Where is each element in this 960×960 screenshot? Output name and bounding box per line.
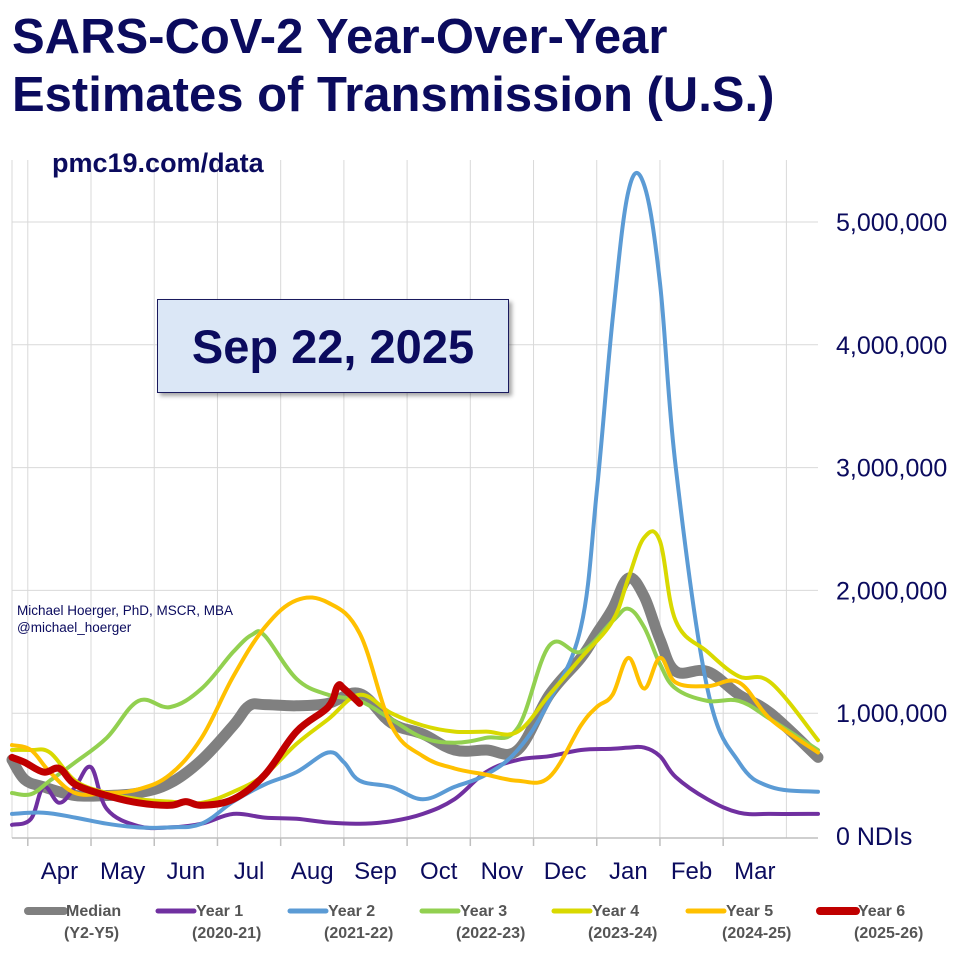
legend-label-period: (2024-25) <box>722 925 791 942</box>
y-axis-ticks: 0 NDIs 1,000,000 2,000,000 3,000,000 4,000,0… <box>836 209 947 851</box>
chart-title-line-1: SARS-CoV-2 Year-Over-Year <box>12 10 668 64</box>
series-line-year-6 <box>8 681 364 809</box>
x-axis-ticks: Apr May Jun Jul Aug Sep Oct Nov Dec Jan Feb Mar <box>27 838 775 885</box>
x-tick-label: May <box>100 858 145 885</box>
date-box: Sep 22, 2025 <box>157 299 509 393</box>
legend-label-period: (Y2-Y5) <box>64 925 119 942</box>
series-line-year-3 <box>10 606 820 798</box>
legend-label-period: (2021-22) <box>324 925 393 942</box>
x-tick-label: Aug <box>291 858 334 885</box>
legend: Median (Y2-Y5) Year 1 (2020-21) Year 2 (2021-… <box>24 903 923 942</box>
legend-label-name: Year 4 <box>592 903 639 920</box>
author-handle: @michael_hoerger <box>17 620 132 635</box>
x-tick-label: Mar <box>734 858 775 885</box>
x-tick-label: Feb <box>671 858 712 885</box>
x-tick-label: Dec <box>544 858 587 885</box>
legend-label-name: Year 3 <box>460 903 507 920</box>
y-tick-label: 5,000,000 <box>836 209 947 237</box>
x-tick-label: Jun <box>166 858 205 885</box>
y-tick-label: 0 NDIs <box>836 823 912 851</box>
series-lines <box>6 170 824 831</box>
series-line-median <box>6 572 824 802</box>
legend-label-name: Year 6 <box>858 903 905 920</box>
x-tick-label: Nov <box>481 858 524 885</box>
x-tick-label: Apr <box>41 858 78 885</box>
chart-title-line-2: Estimates of Transmission (U.S.) <box>12 68 775 122</box>
x-tick-label: Sep <box>354 858 397 885</box>
legend-label-name: Year 5 <box>726 903 773 920</box>
legend-label-period: (2020-21) <box>192 925 261 942</box>
legend-label-period: (2025-26) <box>854 925 923 942</box>
legend-label-period: (2022-23) <box>456 925 525 942</box>
y-tick-label: 1,000,000 <box>836 700 947 728</box>
legend-label-name: Year 1 <box>196 903 243 920</box>
legend-label-name: Year 2 <box>328 903 375 920</box>
y-tick-label: 4,000,000 <box>836 332 947 360</box>
legend-label-period: (2023-24) <box>588 925 657 942</box>
author-credit: Michael Hoerger, PhD, MSCR, MBA @michael… <box>17 602 233 636</box>
chart-title: SARS-CoV-2 Year-Over-Year Estimates of T… <box>12 8 952 124</box>
series-line-year-5 <box>10 595 820 797</box>
y-tick-label: 3,000,000 <box>836 455 947 483</box>
series-line-year-1 <box>10 744 820 831</box>
x-tick-label: Oct <box>420 858 458 885</box>
y-tick-label: 2,000,000 <box>836 577 947 605</box>
author-name: Michael Hoerger, PhD, MSCR, MBA <box>17 603 234 618</box>
legend-label-name: Median <box>66 903 121 920</box>
x-tick-label: Jul <box>234 858 265 885</box>
source-url: pmc19.com/data <box>52 148 264 178</box>
x-tick-label: Jan <box>609 858 648 885</box>
